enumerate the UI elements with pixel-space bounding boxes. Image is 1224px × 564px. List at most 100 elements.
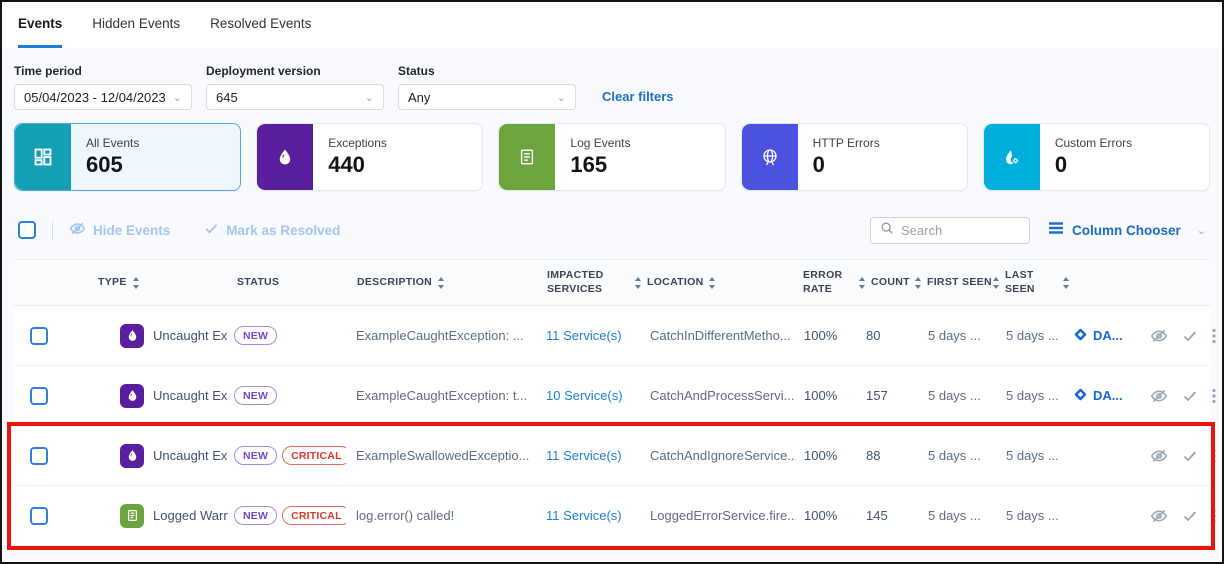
tab-hidden-events[interactable]: Hidden Events [92, 16, 181, 31]
col-header-impacted-services: IMPACTED SERVICES [547, 269, 604, 295]
card-log-events[interactable]: Log Events 165 [498, 123, 726, 191]
tab-resolved-events[interactable]: Resolved Events [210, 16, 312, 31]
row-checkbox[interactable] [30, 386, 48, 405]
check-icon [204, 221, 219, 239]
resolve-check-icon[interactable] [1182, 448, 1198, 464]
bulk-actions-toolbar: Hide Events Mark as Resolved [14, 215, 1210, 245]
mark-as-resolved-button[interactable]: Mark as Resolved [204, 221, 340, 239]
search-icon [880, 221, 894, 240]
row-checkbox[interactable] [30, 326, 48, 345]
card-all-events[interactable]: All Events 605 [14, 123, 242, 191]
kebab-menu-icon[interactable] [1212, 388, 1216, 404]
row-checkbox[interactable] [30, 506, 48, 525]
impacted-services-link[interactable]: 11 Service(s) [546, 328, 622, 343]
jira-ticket-link[interactable]: DA... [1070, 328, 1140, 344]
summary-cards: All Events 605 Exceptions 440 [14, 123, 1211, 191]
search-input[interactable] [901, 222, 1012, 238]
sort-icon[interactable] [437, 276, 445, 289]
event-description: log.error() called! [356, 508, 455, 523]
col-header-last-seen[interactable]: LAST SEEN [992, 269, 1070, 295]
status-badge: NEW [234, 386, 278, 405]
table-row[interactable]: Uncaught Exce... NEW ExampleCaughtExcept… [14, 366, 1216, 426]
card-value: 0 [812, 152, 825, 177]
kebab-menu-icon[interactable] [1212, 508, 1216, 524]
sort-icon[interactable] [708, 276, 716, 289]
time-period-label: Time period [14, 64, 82, 78]
col-header-count[interactable]: COUNT [858, 276, 914, 289]
resolve-check-icon[interactable] [1182, 388, 1198, 404]
event-location: CatchAndIgnoreService... [650, 448, 796, 463]
status-badge: NEW [234, 446, 278, 465]
flame-icon [120, 443, 144, 468]
select-all-checkbox[interactable] [18, 221, 36, 239]
time-period-value: 05/04/2023 - 12/04/2023 [24, 89, 166, 105]
card-exceptions[interactable]: Exceptions 440 [256, 123, 484, 191]
mark-as-resolved-label: Mark as Resolved [226, 222, 341, 238]
status-label: Status [398, 64, 435, 78]
first-seen-value: 5 days ... [928, 448, 981, 463]
event-description: ExampleCaughtException: ... [356, 328, 524, 343]
hide-event-icon[interactable] [1150, 387, 1168, 405]
filter-status: Status Any ⌄ [398, 64, 576, 110]
col-header-type[interactable]: TYPE [58, 276, 228, 289]
sort-icon[interactable] [992, 276, 1000, 289]
col-header-first-seen[interactable]: FIRST SEEN [914, 276, 992, 289]
col-header-status: STATUS [237, 275, 280, 288]
hide-event-icon[interactable] [1150, 507, 1168, 525]
chevron-down-icon: ⌄ [1196, 224, 1206, 237]
last-seen-value: 5 days ... [1006, 388, 1059, 403]
tab-events[interactable]: Events [18, 16, 63, 48]
impacted-services-link[interactable]: 11 Service(s) [546, 448, 622, 463]
filter-time-period: Time period 05/04/2023 - 12/04/2023 ⌄ [14, 64, 192, 110]
event-location: LoggedErrorService.fire... [650, 508, 796, 523]
impacted-services-link[interactable]: 10 Service(s) [546, 388, 623, 403]
card-value: 165 [570, 152, 608, 177]
clear-filters-link[interactable]: Clear filters [602, 89, 674, 104]
first-seen-value: 5 days ... [928, 328, 981, 343]
col-header-description[interactable]: DESCRIPTION [346, 276, 534, 289]
resolve-check-icon[interactable] [1182, 508, 1198, 524]
event-description: ExampleCaughtException: t... [356, 388, 528, 403]
row-checkbox[interactable] [30, 446, 48, 465]
sort-icon[interactable] [914, 276, 922, 289]
document-icon [120, 503, 144, 528]
count-value: 80 [866, 328, 881, 343]
chevron-down-icon: ⌄ [364, 91, 374, 104]
flame-icon [120, 323, 144, 348]
event-type-label: Uncaught Exce... [153, 328, 228, 343]
chevron-down-icon: ⌄ [172, 91, 182, 104]
error-rate-value: 100% [804, 328, 838, 343]
sort-icon[interactable] [858, 276, 866, 289]
hide-event-icon[interactable] [1150, 327, 1168, 345]
card-custom-errors[interactable]: Custom Errors 0 [982, 123, 1211, 191]
flame-gear-icon [983, 124, 1040, 190]
sort-icon[interactable] [132, 276, 140, 289]
status-select[interactable]: Any ⌄ [398, 84, 576, 110]
event-description: ExampleSwallowedExceptio... [356, 448, 530, 463]
last-seen-value: 5 days ... [1006, 328, 1059, 343]
time-period-select[interactable]: 05/04/2023 - 12/04/2023 ⌄ [14, 84, 192, 110]
sort-icon[interactable] [634, 276, 642, 289]
error-rate-value: 100% [804, 448, 838, 463]
card-http-errors[interactable]: HTTP Errors 0 [740, 123, 968, 191]
card-value: 605 [86, 152, 123, 177]
hide-events-button[interactable]: Hide Events [69, 220, 170, 240]
kebab-menu-icon[interactable] [1212, 328, 1216, 344]
sort-icon[interactable] [1062, 276, 1070, 289]
deployment-version-select[interactable]: 645 ⌄ [206, 84, 384, 110]
hide-event-icon[interactable] [1150, 447, 1168, 465]
jira-ticket-link[interactable]: DA... [1070, 388, 1140, 404]
kebab-menu-icon[interactable] [1212, 448, 1216, 464]
table-row[interactable]: Uncaught Exce... NEW CRITICAL ExampleSwa… [14, 426, 1216, 486]
col-header-location[interactable]: LOCATION [634, 276, 796, 289]
table-row[interactable]: Logged Warning NEW CRITICAL log.error() … [14, 486, 1216, 546]
event-type-label: Uncaught Exce... [153, 388, 228, 403]
impacted-services-link[interactable]: 11 Service(s) [546, 508, 622, 523]
table-row[interactable]: Uncaught Exce... NEW ExampleCaughtExcept… [14, 306, 1216, 366]
hide-events-label: Hide Events [93, 222, 171, 238]
column-chooser-button[interactable]: Column Chooser ⌄ [1048, 221, 1206, 240]
resolve-check-icon[interactable] [1182, 328, 1198, 344]
flame-icon [120, 383, 144, 408]
card-label: Exceptions [328, 136, 387, 150]
